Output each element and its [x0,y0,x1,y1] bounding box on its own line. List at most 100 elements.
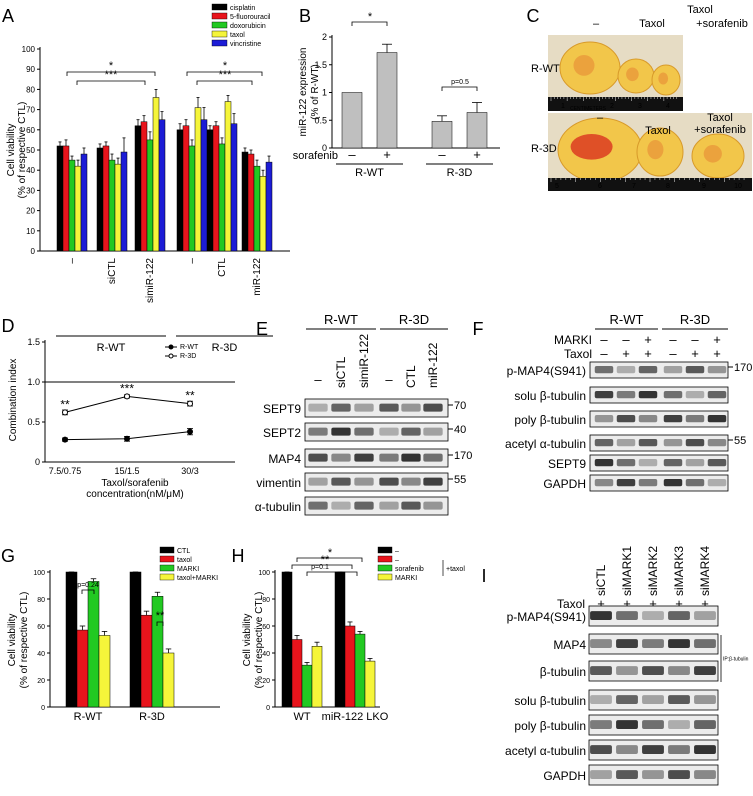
y-tick-label: 50 [26,146,35,155]
y-axis-title: (% of R-WT) [310,64,321,120]
y-tick-label: 80 [37,597,45,604]
y-tick-label: 30 [26,186,35,195]
band [668,720,690,729]
bar [301,664,313,708]
band [694,666,716,675]
band [694,611,716,620]
band [616,720,638,729]
annotation: * [109,60,114,72]
treatment-label: Taxol [639,18,665,30]
y-tick-label: 60 [26,126,35,135]
band [594,366,614,374]
band [401,501,421,510]
ruler-number: 5 [555,183,559,190]
x-tick-label: – [348,147,356,162]
x-axis-title: concentration(nM/μM) [86,489,183,500]
bar [291,639,303,708]
tumor-highlight [658,72,669,85]
x-tick-label: R-WT [74,711,103,723]
band [354,477,374,486]
x-tick-label: 7.5/0.75 [49,466,82,476]
band [642,611,664,620]
row-label: p-MAP4(S941) [507,364,586,378]
band [590,666,612,675]
size-marker: 170 [734,362,752,374]
band [590,639,612,648]
row-label: MAP4 [268,452,301,466]
ruler [548,97,683,111]
y-tick-label: 1.5 [27,337,40,347]
panel-label: G [1,546,15,566]
row-label: GAPDH [543,477,586,491]
y-tick-label: 0 [31,247,36,256]
y-tick-label: 0 [322,143,327,153]
band [707,366,727,374]
bar [158,119,166,252]
y-axis-title: Cell viability [242,614,253,667]
band [401,453,421,462]
band [642,666,664,675]
x-tick-label: – [67,258,78,264]
band [685,439,705,447]
treatment-sign: + [701,596,709,611]
blot-strip [589,410,729,428]
band [616,695,638,704]
x-tick-label: simiR-122 [145,258,156,303]
point [124,393,130,400]
treatment-sign: + [713,346,721,361]
point [124,435,130,442]
band [638,479,658,487]
x-tick-label: siCTL [107,258,118,285]
lane-label: siMARK4 [698,546,712,596]
x-tick-label: WT [293,711,310,723]
legend-label: cisplatin [230,5,255,12]
band [379,403,399,412]
band [642,720,664,729]
blot-strip [589,434,729,452]
annotation: p=0.24 [77,582,99,589]
row-label: poly β-tubulin [514,719,586,733]
legend-note: +taxol [446,566,465,573]
legend-label: CTL [177,548,190,555]
annotation: p=0.5 [451,79,469,86]
legend-label: – [395,557,399,564]
band [354,453,374,462]
band [668,745,690,754]
bracket [66,71,156,76]
bar [76,629,89,708]
size-marker: 70 [454,400,466,412]
blot-strip [589,386,729,404]
band [663,439,683,447]
bar [108,159,116,252]
lane-label: siCTL [334,356,348,388]
band [379,501,399,510]
bar [182,125,190,252]
treatment-label: – [597,112,604,124]
legend-label: taxol [177,557,192,564]
band [331,427,351,436]
band [707,459,727,467]
legend-swatch [159,555,175,563]
bar [87,581,100,708]
bar [80,153,88,252]
row-label: vimentin [256,476,301,490]
legend-swatch [159,573,175,581]
treatment-sign: – [600,332,608,347]
blot-strip [588,764,719,786]
bracket [351,21,388,26]
row-label: solu β-tubulin [514,389,586,403]
treatment-label: – [593,18,600,30]
y-tick-label: 0 [35,457,40,467]
band [308,501,328,510]
point [187,428,193,435]
blot-strip [304,472,449,492]
x-tick-label: CTL [217,258,228,277]
bar [241,151,249,252]
y-tick-label: 0.5 [27,417,40,427]
bar [96,147,104,252]
band [616,479,636,487]
row-label: SEPT2 [263,426,301,440]
bar [364,660,376,708]
annotation: *** [105,69,119,81]
bar [431,121,453,149]
